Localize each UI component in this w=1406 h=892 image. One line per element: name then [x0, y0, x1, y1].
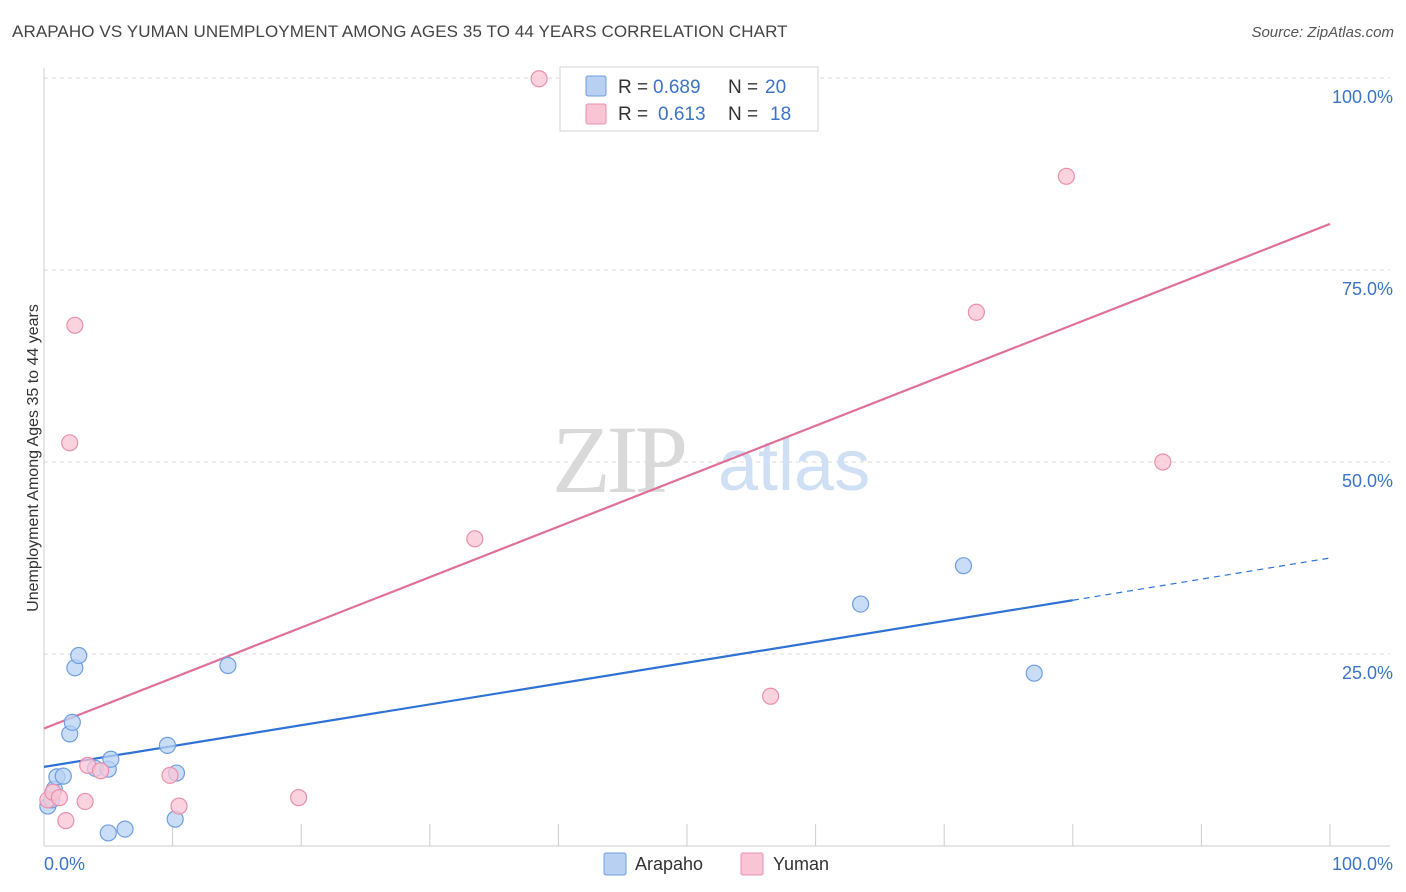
y-axis-title: Unemployment Among Ages 35 to 44 years — [25, 304, 42, 612]
y-tick-label: 100.0% — [1332, 87, 1393, 107]
watermark-atlas: atlas — [718, 426, 870, 506]
yuman-trendline — [43, 222, 1331, 730]
yuman-point — [66, 316, 84, 334]
y-tick-label: 50.0% — [1342, 471, 1393, 491]
yuman-point — [76, 792, 94, 811]
arapaho-point — [70, 646, 88, 665]
bottom-legend-swatch-yuman — [740, 852, 764, 876]
yuman-point — [161, 766, 179, 784]
watermark-zip: ZIP — [552, 406, 685, 513]
gridlines — [44, 77, 1390, 655]
tick-labels: 25.0% 50.0% 75.0% 100.0% 0.0% 100.0% — [44, 87, 1393, 874]
arapaho-point — [99, 824, 117, 842]
arapaho-point — [219, 656, 237, 675]
source-label: Source: ZipAtlas.com — [1251, 24, 1394, 41]
yuman-point — [1154, 453, 1172, 471]
legend-r-value-yuman: 0.613 — [658, 104, 706, 125]
data-points — [39, 70, 1172, 842]
axes — [43, 68, 1390, 847]
top-legend: R = 0.689 N = 20 R = 0.613 N = 18 — [559, 66, 819, 132]
trendlines — [43, 222, 1331, 768]
legend-n-label-yuman: N = — [728, 104, 758, 125]
legend-r-label-yuman: R = — [618, 104, 648, 125]
bottom-legend-swatch-arapaho — [603, 852, 627, 876]
yuman-point — [91, 762, 110, 780]
yuman-point — [61, 434, 79, 452]
arapaho-point — [954, 557, 973, 575]
yuman-point — [761, 687, 780, 705]
yuman-point — [530, 70, 548, 88]
yuman-point — [50, 789, 69, 807]
arapaho-point — [852, 595, 870, 613]
chart-title: ARAPAHO VS YUMAN UNEMPLOYMENT AMONG AGES… — [12, 22, 788, 41]
arapaho-point — [158, 736, 177, 754]
bottom-legend-label-yuman: Yuman — [773, 854, 829, 874]
legend-r-value-arapaho: 0.689 — [653, 77, 701, 98]
yuman-point — [170, 797, 188, 815]
arapaho-point — [1025, 664, 1043, 682]
legend-r-label-arapaho: R = — [618, 77, 648, 98]
arapaho-point — [116, 820, 134, 838]
arapaho-point — [54, 767, 72, 785]
yuman-point — [1057, 167, 1075, 185]
legend-swatch-arapaho — [585, 75, 607, 97]
yuman-point — [466, 530, 484, 548]
arapaho-trendline — [43, 599, 1073, 768]
x-tick-label: 0.0% — [44, 854, 85, 874]
legend-n-value-yuman: 18 — [770, 104, 791, 125]
arapaho-point — [63, 713, 81, 731]
yuman-point — [967, 303, 985, 321]
legend-n-value-arapaho: 20 — [765, 77, 786, 98]
x-tick-label: 100.0% — [1332, 854, 1393, 874]
bottom-legend: Arapaho Yuman — [603, 852, 829, 876]
yuman-point — [290, 789, 308, 807]
arapaho-trendline-extension — [1072, 557, 1331, 601]
y-tick-label: 75.0% — [1342, 279, 1393, 299]
bottom-legend-label-arapaho: Arapaho — [635, 854, 703, 874]
legend-n-label-arapaho: N = — [728, 77, 758, 98]
watermark: ZIP atlas — [552, 406, 870, 513]
arapaho-point — [102, 750, 120, 768]
y-tick-label: 25.0% — [1342, 663, 1393, 683]
yuman-point — [57, 812, 75, 830]
legend-swatch-yuman — [585, 103, 607, 125]
